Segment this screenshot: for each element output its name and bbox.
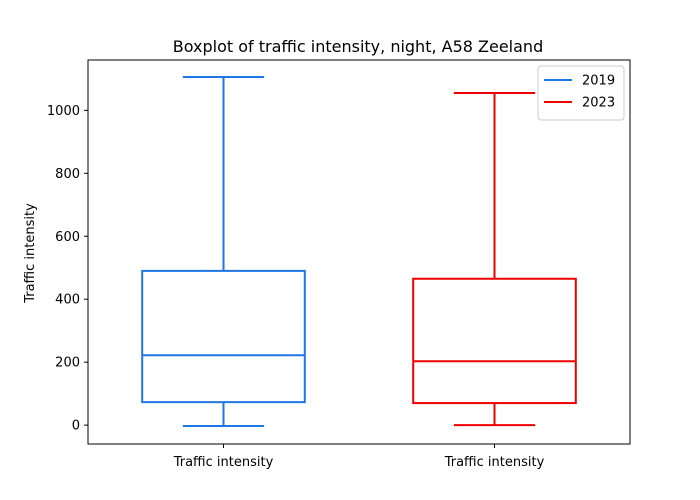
y-tick-label: 600 [55,230,80,245]
y-axis-label: Traffic intensity [23,203,38,304]
legend-label-2023: 2023 [582,96,615,111]
y-tick-label: 800 [55,167,80,182]
x-axis-ticks: Traffic intensity Traffic intensity [173,444,545,470]
box-2019-iqr-box [141,269,306,404]
boxes-group [141,75,577,428]
legend-label-2019: 2019 [582,74,615,89]
x-tick-label: Traffic intensity [444,455,545,470]
legend: 2019 2023 [537,65,625,121]
chart-title: Boxplot of traffic intensity, night, A58… [173,37,543,56]
box-2023-iqr-box [412,277,577,405]
y-tick-label: 1000 [47,104,80,119]
y-tick-label: 0 [72,419,80,434]
y-tick-label: 200 [55,356,80,371]
plot-area [87,59,631,445]
y-axis-ticks: 0 200 400 600 800 1000 [47,104,88,434]
x-tick-label: Traffic intensity [173,455,274,470]
y-tick-label: 400 [55,293,80,308]
